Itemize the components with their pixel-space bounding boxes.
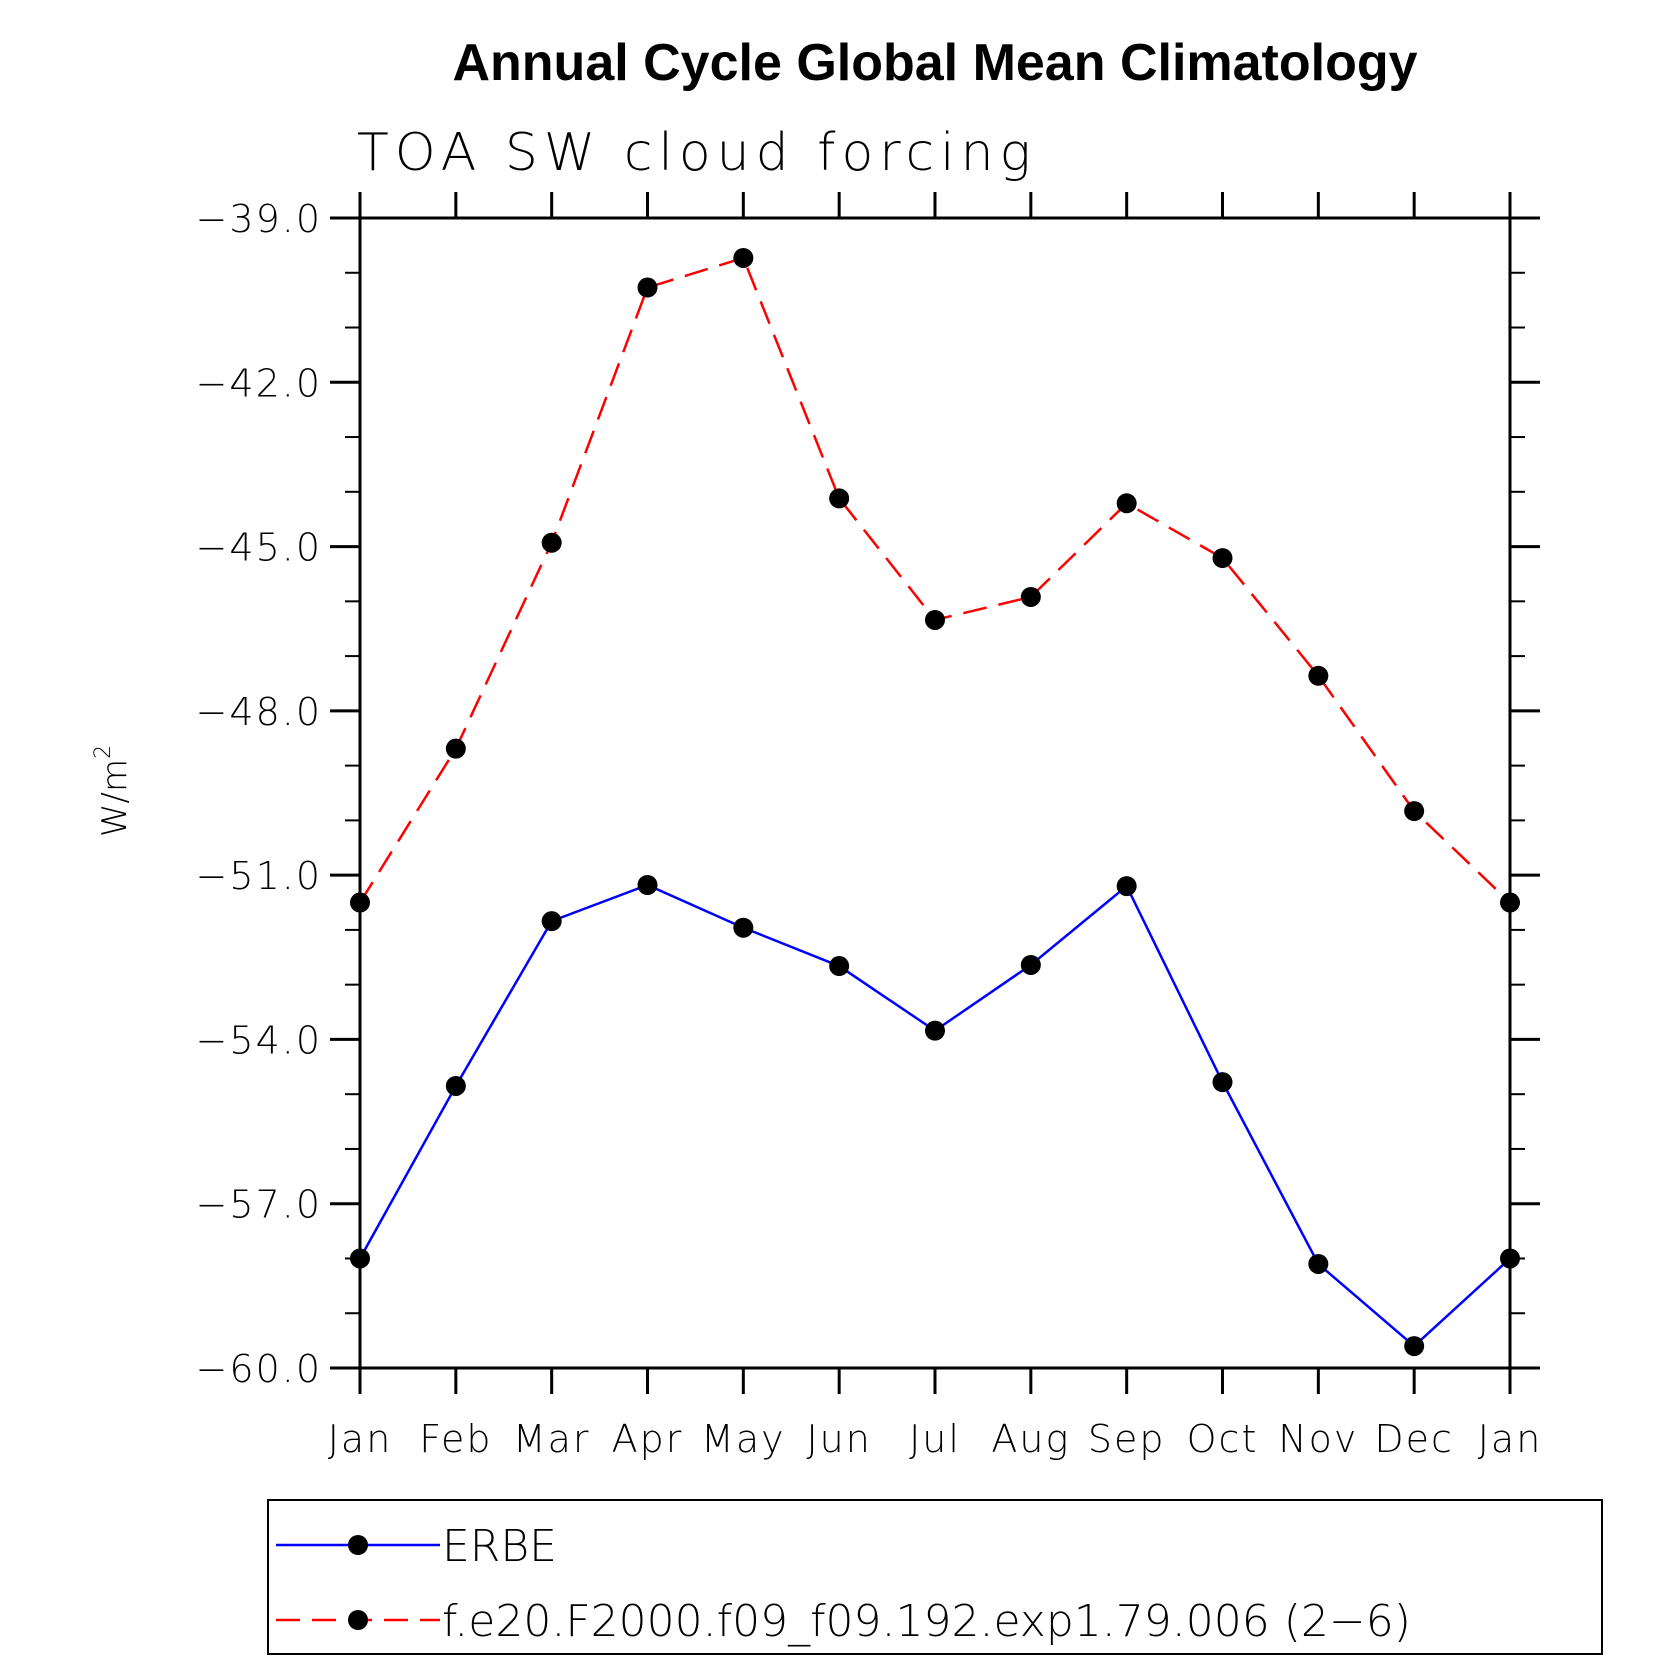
y-tick-label: −39.0 [196,197,322,241]
x-tick-label: Aug [991,1417,1070,1461]
data-point [829,488,850,509]
data-point [1212,1072,1233,1093]
legend-box [267,1499,1603,1655]
data-point [637,277,658,298]
data-point [733,247,754,268]
data-point [925,1020,945,1041]
x-tick-label: Feb [419,1417,492,1461]
series-line-1 [358,256,1511,904]
data-point [1404,801,1425,822]
data-point [445,1075,466,1096]
y-tick-label: −54.0 [196,1018,322,1062]
data-point [350,892,370,913]
x-tick-label: Jun [806,1417,871,1461]
y-tick-label: −45.0 [196,526,322,570]
data-point [925,609,945,630]
x-tick-label: Apr [612,1417,684,1461]
data-point [1116,876,1137,897]
x-tick-label: Mar [513,1417,591,1461]
data-point [1500,1248,1520,1269]
legend: ERBE f.e20.F2000.f09_f09.192.exp1.79.006 … [267,1499,1603,1655]
chart-title: Annual Cycle Global Mean Climatology [452,34,1417,92]
data-point [1020,586,1041,607]
series-lines [358,256,1511,1348]
y-axis-label-superscript: 2 [91,745,116,759]
tick-labels: Jan Feb Mar Apr May Jun Jul Aug Sep Oct Nov Dec Jan−… [196,197,1543,1461]
data-point [829,956,850,977]
data-point [350,1248,370,1269]
data-point [1308,665,1329,686]
y-tick-label: −48.0 [196,690,322,734]
y-tick-label: −57.0 [196,1183,322,1227]
legend-label-0: ERBE [442,1521,557,1572]
y-axis-label-text: W/m [95,759,135,837]
x-tick-label: Nov [1278,1417,1358,1461]
chart-subtitle: TOA SW cloud forcing [357,123,1037,183]
data-point [541,532,562,553]
y-axis-label: W/m2 [91,745,135,837]
series-line-0 [358,883,1511,1348]
x-tick-label: Jan [1478,1417,1543,1461]
plot-frame [358,216,1512,1370]
x-tick-label: Dec [1374,1417,1454,1461]
x-tick-label: Oct [1187,1417,1259,1461]
legend-label-1: f.e20.F2000.f09_f09.192.exp1.79.006 (2−6… [442,1596,1411,1647]
legend-marker [348,1610,368,1630]
x-tick-label: Jul [909,1417,961,1461]
data-point [1116,493,1137,514]
series-points [350,247,1520,1357]
data-point [1500,892,1520,913]
data-point [733,917,754,938]
data-point [541,911,562,932]
data-point [1212,548,1233,569]
data-point [637,875,658,895]
data-point [445,738,466,759]
x-tick-label: Sep [1088,1417,1166,1461]
data-point [1308,1253,1329,1274]
y-tick-label: −51.0 [196,854,322,898]
svg-text:W/m2: W/m2 [91,745,135,837]
x-tick-label: May [701,1417,786,1461]
y-tick-label: −60.0 [196,1347,322,1391]
legend-marker [348,1535,368,1555]
data-point [1404,1336,1425,1357]
x-tick-label: Jan [328,1417,393,1461]
y-tick-label: −42.0 [196,361,322,405]
axis-ticks [330,192,1540,1394]
data-point [1020,954,1041,975]
